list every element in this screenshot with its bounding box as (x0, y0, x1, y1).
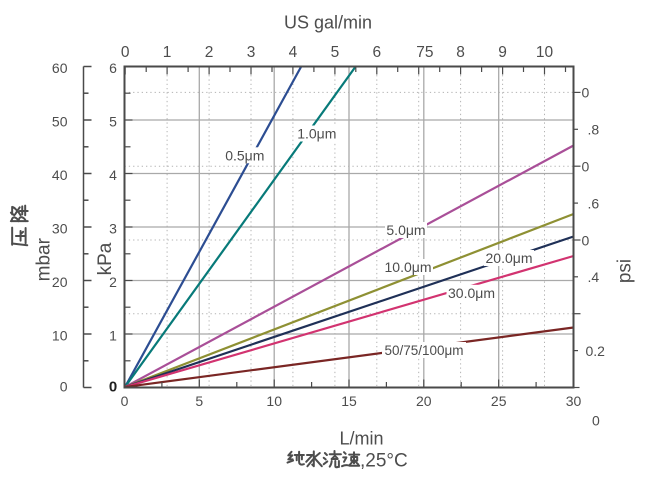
svg-text:0: 0 (582, 159, 590, 175)
svg-text:30: 30 (566, 393, 582, 409)
svg-text:1: 1 (163, 44, 172, 61)
svg-text:0.2: 0.2 (586, 343, 606, 359)
svg-text:30: 30 (52, 221, 68, 237)
svg-text:mbar: mbar (34, 237, 55, 281)
svg-text:30.0μm: 30.0μm (448, 285, 495, 301)
svg-text:L/min: L/min (339, 429, 383, 449)
svg-text:1: 1 (109, 328, 117, 344)
svg-text:5.0μm: 5.0μm (386, 222, 425, 238)
svg-text:0: 0 (60, 379, 68, 395)
svg-text:2: 2 (109, 274, 117, 290)
svg-text:20: 20 (52, 274, 68, 290)
svg-text:0.5μm: 0.5μm (225, 147, 264, 163)
svg-text:25: 25 (491, 393, 507, 409)
svg-text:75: 75 (416, 44, 433, 61)
svg-text:0: 0 (582, 232, 590, 248)
svg-text:3: 3 (247, 44, 256, 61)
svg-text:8: 8 (456, 44, 465, 61)
svg-text:1.0μm: 1.0μm (297, 126, 336, 142)
svg-text:50: 50 (52, 114, 68, 130)
svg-text:5: 5 (331, 44, 340, 61)
svg-text:0: 0 (121, 393, 129, 409)
svg-text:9: 9 (498, 44, 507, 61)
svg-text:10.0μm: 10.0μm (385, 259, 432, 275)
svg-text:.8: .8 (588, 122, 600, 138)
svg-text:6: 6 (109, 60, 117, 76)
svg-text:50/75/100μm: 50/75/100μm (384, 343, 463, 358)
svg-text:20.0μm: 20.0μm (486, 250, 533, 266)
svg-text:0: 0 (109, 379, 117, 396)
svg-text:10: 10 (536, 44, 554, 61)
svg-text:.6: .6 (588, 195, 600, 211)
svg-text:5: 5 (195, 393, 203, 409)
svg-text:.4: .4 (588, 269, 600, 285)
svg-text:60: 60 (52, 60, 68, 76)
svg-text:kPa: kPa (95, 242, 116, 275)
svg-text:40: 40 (52, 167, 68, 183)
svg-text:10: 10 (266, 393, 282, 409)
svg-text:5: 5 (109, 114, 117, 130)
svg-text:3: 3 (109, 221, 117, 237)
svg-text:US gal/min: US gal/min (284, 13, 372, 33)
svg-text:10: 10 (52, 328, 68, 344)
svg-text:6: 6 (372, 44, 381, 61)
svg-text:20: 20 (416, 393, 432, 409)
svg-text:psi: psi (614, 259, 635, 283)
svg-text:0: 0 (582, 85, 590, 101)
svg-text:15: 15 (341, 393, 357, 409)
svg-text:,25°C: ,25°C (360, 451, 408, 472)
svg-text:0: 0 (121, 44, 130, 61)
svg-text:4: 4 (109, 167, 117, 183)
svg-text:4: 4 (289, 44, 298, 61)
svg-text:0: 0 (592, 413, 600, 429)
svg-text:2: 2 (205, 44, 214, 61)
